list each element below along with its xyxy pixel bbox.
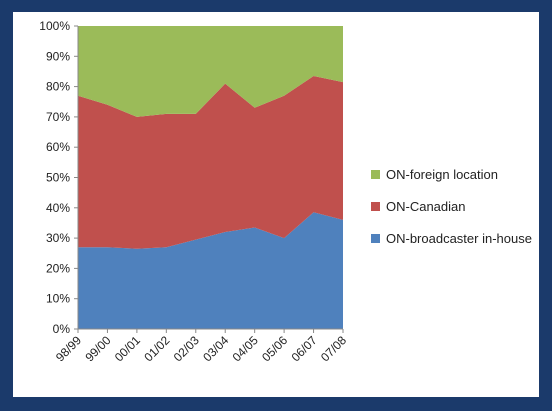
legend-swatch bbox=[371, 170, 380, 179]
y-tick-label: 40% bbox=[46, 201, 70, 215]
x-tick-label: 98/99 bbox=[53, 333, 84, 364]
x-tick-label: 03/04 bbox=[200, 333, 231, 364]
x-tick-label: 04/05 bbox=[230, 333, 261, 364]
area-series-1 bbox=[78, 76, 343, 249]
y-tick-label: 20% bbox=[46, 261, 70, 275]
legend-swatch bbox=[371, 202, 380, 211]
y-tick-label: 70% bbox=[46, 110, 70, 124]
y-tick-label: 30% bbox=[46, 231, 70, 245]
y-tick-label: 80% bbox=[46, 80, 70, 94]
chart-panel: 0% 10% 20% 30% 40% 50% 60% 70% 80% 90% 100% 98/99 99… bbox=[13, 12, 539, 397]
legend-swatch bbox=[371, 234, 380, 243]
x-tick-label: 07/08 bbox=[318, 333, 349, 364]
x-tick-label: 00/01 bbox=[112, 333, 143, 364]
x-tick-label: 02/03 bbox=[171, 333, 202, 364]
y-tick-label: 100% bbox=[39, 19, 70, 33]
area-series-2 bbox=[78, 26, 343, 117]
y-tick-label: 90% bbox=[46, 49, 70, 63]
legend-label: ON-Canadian bbox=[386, 199, 466, 214]
y-tick-label: 0% bbox=[53, 322, 71, 336]
legend-label: ON-broadcaster in-house bbox=[386, 231, 532, 246]
x-tick-label: 01/02 bbox=[141, 333, 172, 364]
x-tick-label: 05/06 bbox=[259, 333, 290, 364]
stacked-area-chart: 0% 10% 20% 30% 40% 50% 60% 70% 80% 90% 100% 98/9999… bbox=[39, 19, 532, 364]
y-tick-label: 50% bbox=[46, 171, 70, 185]
x-tick-label: 06/07 bbox=[289, 333, 320, 364]
y-tick-label: 60% bbox=[46, 140, 70, 154]
x-tick-label: 99/00 bbox=[82, 333, 113, 364]
area-series-0 bbox=[78, 212, 343, 329]
legend-label: ON-foreign location bbox=[386, 167, 498, 182]
y-tick-label: 10% bbox=[46, 292, 70, 306]
